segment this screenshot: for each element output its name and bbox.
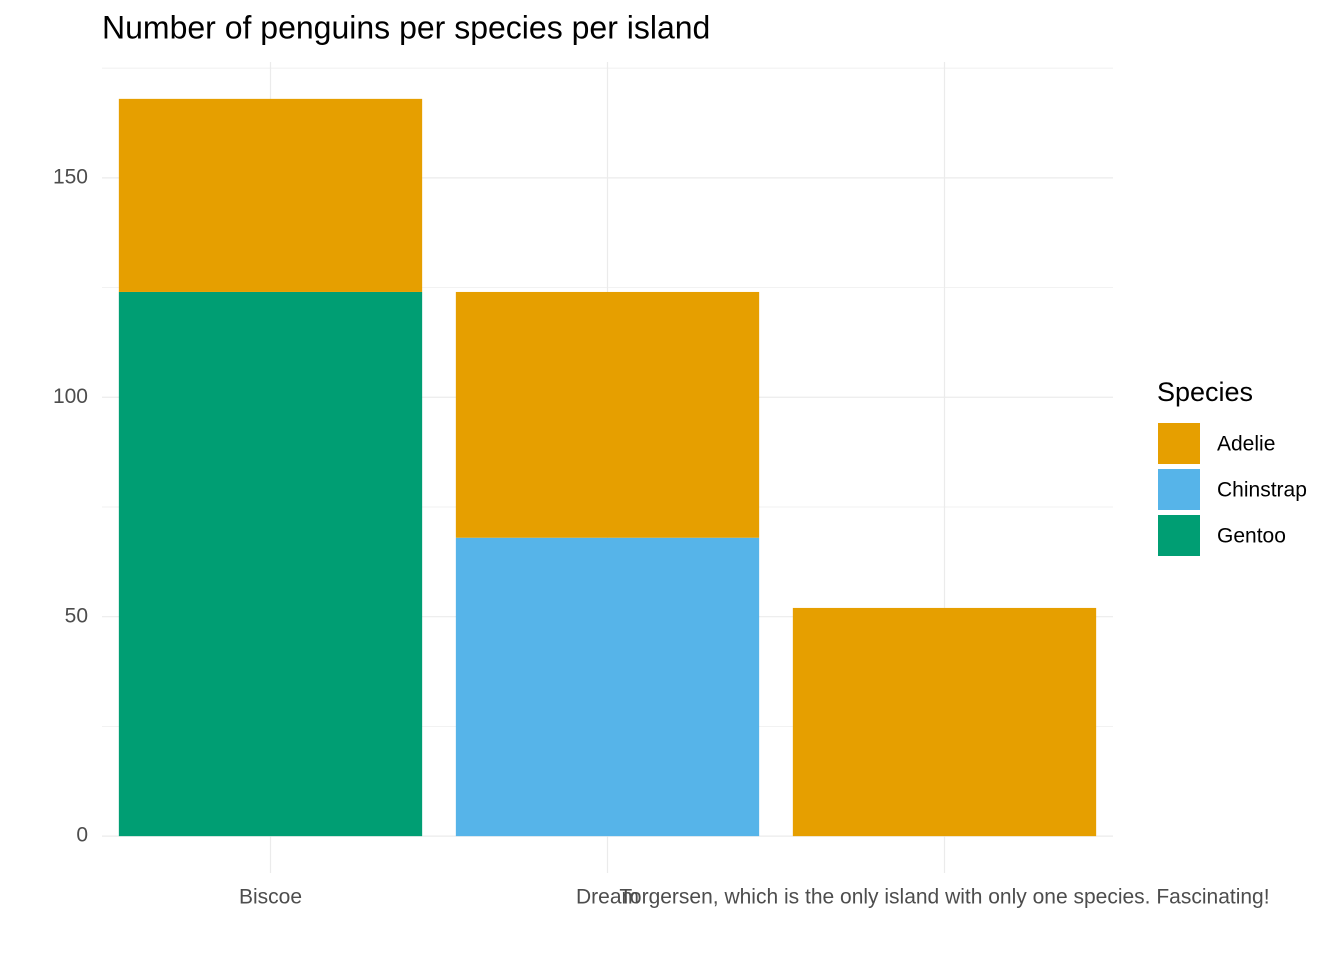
legend-label: Gentoo	[1217, 525, 1286, 548]
chart-title: Number of penguins per species per islan…	[102, 9, 710, 45]
legend-key	[1158, 515, 1200, 556]
legend-key	[1158, 423, 1200, 464]
bar-segment	[455, 537, 760, 837]
y-tick-label: 100	[53, 385, 88, 408]
bar-segment	[455, 291, 760, 538]
legend-key	[1158, 469, 1200, 510]
bar-segment	[118, 98, 423, 292]
y-tick-label: 50	[65, 604, 88, 627]
legend-label: Chinstrap	[1217, 479, 1307, 502]
x-tick-label: Dream	[576, 886, 639, 909]
y-tick-label: 150	[53, 165, 88, 188]
bar-segment	[118, 291, 423, 837]
y-tick-label: 0	[76, 824, 88, 847]
legend-label: Adelie	[1217, 433, 1275, 456]
x-tick-label: Torgersen, which is the only island with…	[619, 886, 1269, 909]
bar-segment	[792, 607, 1097, 837]
legend-title: Species	[1157, 377, 1253, 407]
x-tick-label: Biscoe	[239, 886, 302, 909]
